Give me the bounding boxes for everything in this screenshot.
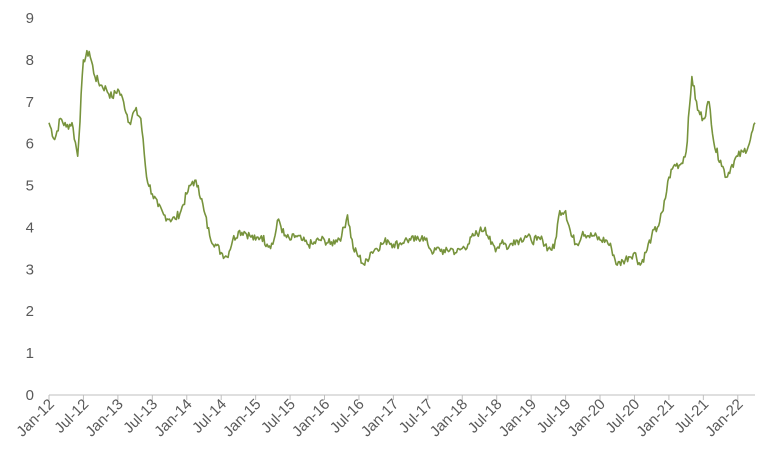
- x-tick-label: Jan-19: [496, 396, 540, 440]
- x-tick-label: Jan-21: [633, 396, 677, 440]
- x-tick-label: Jan-12: [13, 396, 57, 440]
- y-tick-label: 0: [26, 387, 34, 404]
- y-tick-label: 6: [26, 136, 34, 153]
- x-axis-tick-marks: [48, 395, 739, 400]
- x-tick-label: Jan-20: [564, 396, 608, 440]
- y-tick-label: 7: [26, 94, 34, 111]
- y-tick-label: 8: [26, 52, 34, 69]
- x-tick-label: Jan-15: [220, 396, 264, 440]
- y-tick-label: 1: [26, 345, 34, 362]
- x-tick-label: Jan-22: [702, 396, 746, 440]
- x-tick-label: Jan-13: [82, 396, 126, 440]
- y-axis-tick-labels: 0 1 2 3 4 5 6 7 8 9: [26, 10, 34, 404]
- x-tick-label: Jan-16: [289, 396, 333, 440]
- x-axis-tick-labels: Jan-12Jul-12Jan-13Jul-13Jan-14Jul-14Jan-…: [13, 396, 746, 440]
- plot-area: [48, 49, 756, 267]
- y-tick-label: 3: [26, 261, 34, 278]
- y-tick-label: 2: [26, 303, 34, 320]
- series-line: [48, 49, 756, 267]
- y-tick-label: 4: [26, 219, 34, 236]
- y-tick-label: 9: [26, 10, 34, 27]
- x-tick-label: Jan-18: [427, 396, 471, 440]
- x-tick-label: Jan-14: [151, 396, 195, 440]
- y-tick-label: 5: [26, 178, 34, 195]
- x-tick-label: Jan-17: [358, 396, 402, 440]
